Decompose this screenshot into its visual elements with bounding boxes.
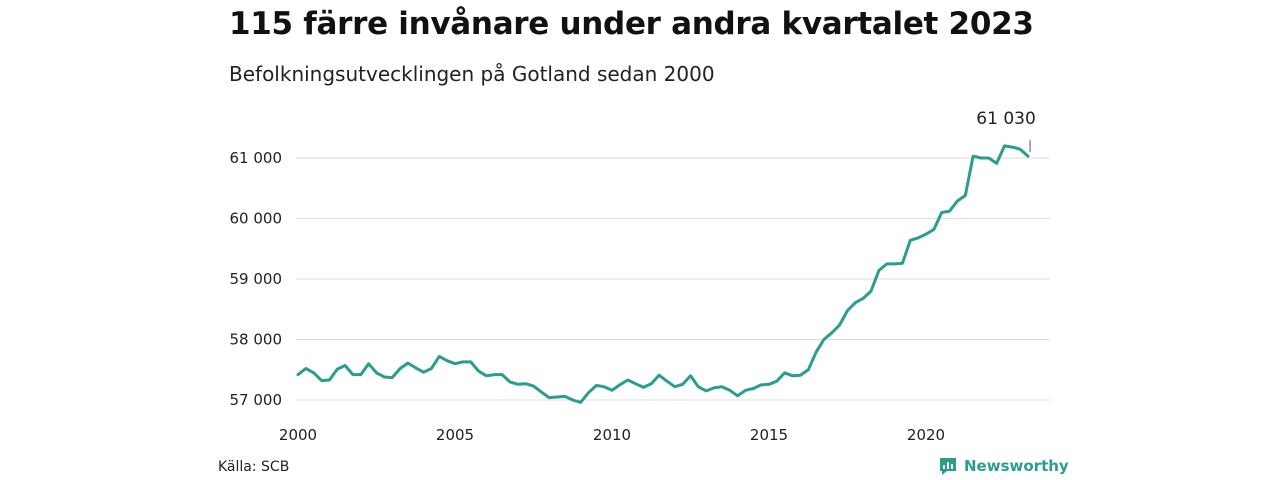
- source-note: Källa: SCB: [218, 459, 290, 475]
- x-tick-label: 2000: [279, 426, 317, 444]
- brand-name: Newsworthy: [964, 457, 1069, 475]
- x-tick-label: 2010: [593, 426, 631, 444]
- brand-logo: Newsworthy: [938, 456, 1069, 476]
- x-tick-label: 2020: [907, 426, 945, 444]
- chart-subtitle: Befolkningsutvecklingen på Gotland sedan…: [229, 62, 715, 86]
- y-tick-label: 57 000: [230, 391, 283, 409]
- y-tick-label: 58 000: [230, 331, 283, 349]
- chart-title: 115 färre invånare under andra kvartalet…: [229, 6, 1034, 42]
- x-tick-label: 2005: [436, 426, 474, 444]
- y-tick-label: 61 000: [230, 149, 283, 167]
- population-line: [296, 144, 1030, 404]
- y-tick-label: 59 000: [230, 270, 283, 288]
- end-value-label: 61 030: [976, 109, 1035, 129]
- y-tick-label: 60 000: [230, 210, 283, 228]
- x-tick-label: 2015: [750, 426, 788, 444]
- newsworthy-logo-icon: [940, 458, 956, 475]
